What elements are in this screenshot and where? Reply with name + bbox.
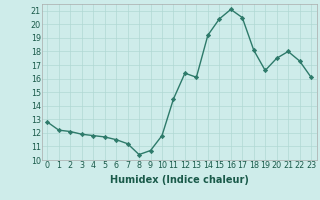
X-axis label: Humidex (Indice chaleur): Humidex (Indice chaleur): [110, 175, 249, 185]
